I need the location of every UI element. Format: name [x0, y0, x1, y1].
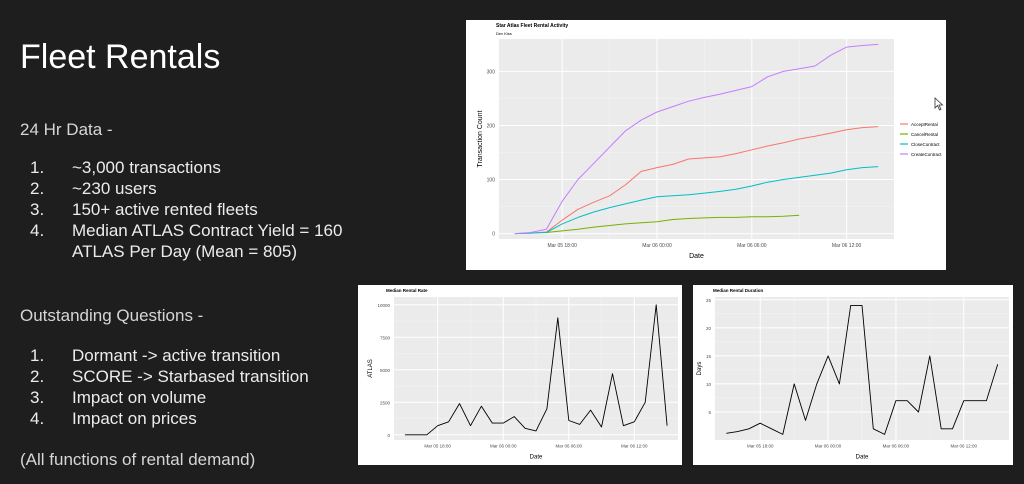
x-axis-label: Date	[530, 455, 543, 461]
list-number: 4.	[30, 409, 45, 428]
y-tick-label: 0	[387, 433, 390, 438]
median-rental-rate-svg: 0 2500 5000 7500 10000 Mar 05 18:00 Mar 06 00:…	[368, 288, 678, 461]
y-axis-label: ATLAS	[368, 359, 374, 378]
list-number: 2.	[30, 367, 45, 386]
y-tick-label: 5	[708, 410, 711, 415]
chart-title: Median Rental Rate	[386, 288, 428, 293]
series-line-series-0	[404, 304, 668, 436]
rental-activity-chart: 0 100 200 300 Mar 05 18:00 Mar 06 00:00 Mar 06…	[466, 20, 946, 270]
x-tick-label: Mar 06 00:00	[642, 243, 672, 249]
list-number: 3.	[30, 200, 45, 219]
chart-title: Median Rental Duration	[713, 288, 764, 293]
y-axis-label: Transaction Count	[477, 110, 484, 167]
section-questions-heading: Outstanding Questions -	[20, 306, 204, 325]
list-item: 1. ~3,000 transactions	[30, 157, 362, 178]
chart-title: Star Atlas Fleet Rental Activity	[496, 23, 568, 29]
x-tick-label: Mar 06 06:00	[556, 444, 583, 449]
list-text: 150+ active rented fleets	[72, 200, 258, 219]
x-tick-label: Mar 05 18:00	[547, 243, 577, 249]
x-tick-label: Mar 06 06:00	[737, 243, 767, 249]
chart-subtitle: Dev Kiss	[496, 31, 512, 36]
y-axis-label: Days	[697, 362, 703, 376]
questions-list: 1. Dormant -> active transition 2. SCORE -…	[30, 345, 362, 429]
list-text: Impact on prices	[72, 409, 197, 428]
x-tick-label: Mar 06 00:00	[490, 444, 517, 449]
x-tick-label: Mar 06 12:00	[951, 444, 978, 449]
y-tick-label: 10	[706, 382, 712, 387]
footer-note: (All functions of rental demand)	[20, 450, 256, 469]
series-line-closecontract	[514, 166, 879, 235]
x-tick-label: Mar 06 12:00	[832, 243, 862, 249]
list-item: 2. ~230 users	[30, 178, 362, 199]
list-text: Impact on volume	[72, 388, 207, 407]
list-number: 1.	[30, 158, 45, 177]
series-line-acceptrental	[514, 126, 879, 235]
median-rental-rate-chart: 0 2500 5000 7500 10000 Mar 05 18:00 Mar 06 00:…	[358, 285, 682, 465]
y-tick-label: 100	[487, 178, 496, 184]
median-rental-duration-chart: 5 10 15 20 25 Mar 05 18:00 Mar 06 00:00 Mar 06 …	[693, 285, 1013, 465]
y-tick-label: 200	[487, 123, 496, 129]
x-axis-label: Date	[689, 253, 704, 260]
list-text: Dormant -> active transition	[72, 346, 281, 365]
y-tick-label: 5000	[380, 368, 391, 373]
list-item: 4. Median ATLAS Contract Yield = 160 ATLA…	[30, 220, 362, 262]
series-line-series-0	[726, 304, 999, 435]
list-number: 3.	[30, 388, 45, 407]
legend-label: AcceptRental	[911, 122, 938, 127]
y-tick-label: 25	[706, 298, 712, 303]
list-item: 3. Impact on volume	[30, 387, 362, 408]
list-number: 2.	[30, 179, 45, 198]
y-tick-label: 20	[706, 326, 712, 331]
list-item: 2. SCORE -> Starbased transition	[30, 366, 362, 387]
section-24hr-heading: 24 Hr Data -	[20, 120, 113, 139]
list-item: 1. Dormant -> active transition	[30, 345, 362, 366]
x-tick-label: Mar 06 12:00	[621, 444, 648, 449]
mouse-cursor-icon	[934, 97, 944, 111]
x-axis-label: Date	[856, 455, 869, 461]
y-tick-label: 2500	[380, 400, 391, 405]
list-item: 4. Impact on prices	[30, 408, 362, 429]
list-number: 1.	[30, 346, 45, 365]
y-tick-label: 300	[487, 69, 496, 75]
series-line-cancelrental	[546, 214, 800, 233]
x-tick-label: Mar 05 18:00	[747, 444, 774, 449]
median-rental-duration-svg: 5 10 15 20 25 Mar 05 18:00 Mar 06 00:00 Mar 06 …	[697, 288, 1009, 461]
legend-label: CreateContract	[911, 152, 942, 157]
series-line-createcontract	[514, 43, 879, 235]
list-text: SCORE -> Starbased transition	[72, 367, 309, 386]
list-number: 4.	[30, 221, 45, 240]
y-tick-label: 10000	[377, 303, 390, 308]
list-text: ~230 users	[72, 179, 157, 198]
x-tick-label: Mar 05 18:00	[424, 444, 451, 449]
x-tick-label: Mar 06 06:00	[883, 444, 910, 449]
rental-activity-svg: 0 100 200 300 Mar 05 18:00 Mar 06 00:00 Mar 06…	[477, 23, 942, 260]
y-tick-label: 7500	[380, 335, 391, 340]
legend-label: CancelRental	[911, 132, 938, 137]
list-text: Median ATLAS Contract Yield = 160 ATLAS …	[72, 221, 343, 261]
y-tick-label: 0	[492, 232, 495, 238]
y-tick-label: 15	[706, 354, 712, 359]
data-list: 1. ~3,000 transactions 2. ~230 users 3. 150…	[30, 157, 362, 262]
list-text: ~3,000 transactions	[72, 158, 221, 177]
legend-label: CloseContract	[911, 142, 940, 147]
x-tick-label: Mar 06 00:00	[815, 444, 842, 449]
plot-panel	[499, 39, 894, 239]
list-item: 3. 150+ active rented fleets	[30, 199, 362, 220]
slide-title: Fleet Rentals	[20, 38, 221, 76]
